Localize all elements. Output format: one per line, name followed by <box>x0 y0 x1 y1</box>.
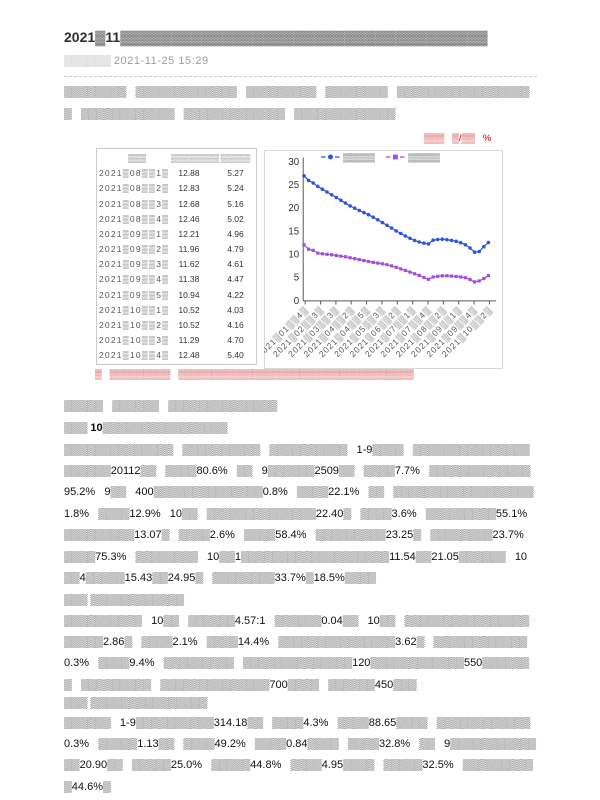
svg-text:▒▒▒▒▒: ▒▒▒▒▒ <box>343 152 376 163</box>
svg-text:25: 25 <box>288 180 299 191</box>
svg-text:10: 10 <box>288 250 299 261</box>
svg-text:20: 20 <box>288 203 299 214</box>
svg-text:30: 30 <box>288 157 299 168</box>
svg-text:▒▒▒▒▒: ▒▒▒▒▒ <box>408 152 441 163</box>
svg-text:15: 15 <box>288 226 299 237</box>
svg-text:5: 5 <box>294 273 299 284</box>
svg-text:0: 0 <box>294 296 300 307</box>
